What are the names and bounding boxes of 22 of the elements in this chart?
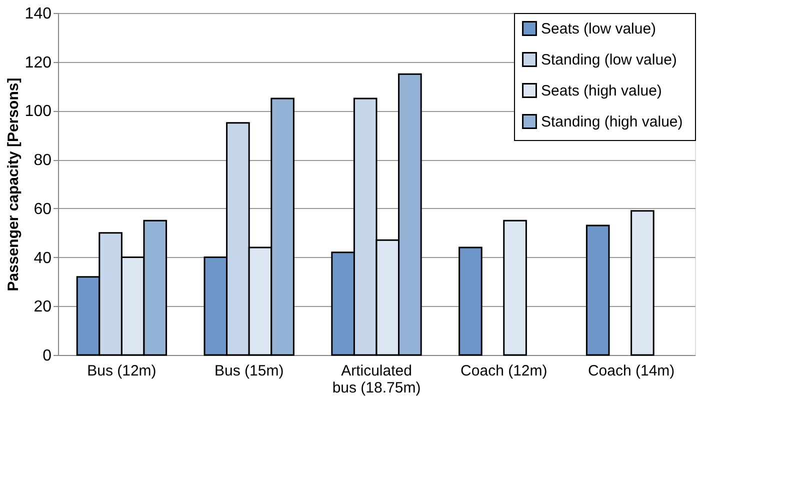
y-tick-label: 100: [24, 103, 52, 120]
y-tick-label: 40: [34, 250, 52, 267]
x-tick-label: Bus (12m): [87, 362, 156, 380]
x-tick-label: Coach (12m): [460, 362, 548, 380]
y-tick-label: 80: [34, 152, 52, 170]
y-axis-title: Passenger capacity [Persons]: [4, 78, 22, 292]
y-tick-label: 140: [24, 6, 52, 22]
y-tick-label: 0: [42, 348, 52, 364]
x-tick-label: Articulated bus (18.75m): [332, 362, 421, 396]
legend-label: Standing (high value): [541, 114, 683, 130]
legend-label: Seats (low value): [541, 20, 656, 38]
legend-label: Standing (low value): [541, 52, 677, 68]
x-tick-label: Bus (15m): [214, 362, 284, 380]
legend-label: Seats (high value): [541, 82, 662, 100]
bar: [458, 246, 482, 356]
bar: [586, 224, 610, 356]
y-tick-label: 20: [34, 298, 52, 316]
y-tick-label: 60: [34, 200, 52, 218]
x-tick-label: Coach (14m): [588, 362, 675, 380]
bar: [630, 210, 654, 356]
y-tick-label: 120: [24, 54, 52, 72]
bar: [503, 220, 527, 356]
